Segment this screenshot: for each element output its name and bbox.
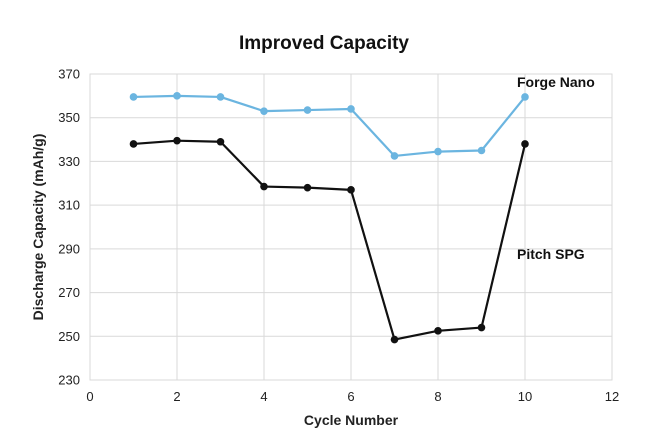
x-tick-label: 10 (518, 389, 532, 404)
y-tick-label: 230 (58, 373, 80, 388)
data-point-forge-nano (260, 107, 268, 115)
data-point-pitch-spg (260, 182, 268, 191)
series-pitch-spg (129, 136, 529, 344)
series-forge-nano (129, 92, 529, 160)
series-label-forge-nano: Forge Nano (517, 74, 595, 90)
chart-title: Improved Capacity (239, 33, 409, 54)
x-tick-label: 6 (347, 389, 354, 404)
data-point-forge-nano (129, 93, 138, 101)
gridlines (89, 73, 613, 381)
y-tick-label: 310 (58, 198, 80, 213)
y-tick-label: 350 (58, 110, 80, 125)
y-tick-label: 370 (58, 67, 80, 82)
x-tick-label: 12 (605, 389, 619, 404)
y-tick-label: 250 (58, 329, 80, 344)
x-tick-label: 0 (86, 389, 93, 404)
y-axis-label: Discharge Capacity (mAh/g) (30, 134, 46, 321)
data-point-pitch-spg (216, 137, 225, 146)
data-point-pitch-spg (521, 140, 529, 148)
y-axis: 230 250 270 290 310 330 350 370 (58, 67, 80, 388)
x-tick-label: 8 (434, 389, 441, 404)
series-label-pitch-spg: Pitch SPG (517, 246, 585, 262)
data-point-forge-nano (216, 93, 225, 101)
data-point-forge-nano (521, 93, 529, 101)
y-tick-label: 290 (58, 241, 80, 256)
x-tick-label: 2 (173, 389, 180, 404)
data-point-forge-nano (477, 146, 486, 155)
plot-area (89, 73, 613, 381)
data-point-forge-nano (347, 105, 355, 113)
data-point-pitch-spg (173, 136, 181, 145)
data-point-forge-nano (434, 147, 442, 156)
x-tick-label: 4 (260, 389, 267, 404)
series-line-forge-nano (133, 94, 526, 158)
data-point-pitch-spg (129, 140, 138, 148)
data-point-pitch-spg (303, 183, 312, 192)
x-axis: 0 2 4 6 8 10 12 (86, 389, 619, 404)
data-point-pitch-spg (477, 323, 486, 332)
data-point-pitch-spg (434, 327, 442, 335)
data-point-forge-nano (390, 152, 399, 160)
series-line-pitch-spg (133, 139, 527, 341)
series (129, 92, 529, 344)
data-point-forge-nano (303, 106, 312, 114)
y-tick-label: 270 (58, 285, 80, 300)
y-tick-label: 330 (58, 154, 80, 169)
data-point-forge-nano (173, 92, 181, 100)
x-axis-label: Cycle Number (304, 412, 399, 428)
data-point-pitch-spg (390, 335, 399, 344)
data-point-pitch-spg (347, 186, 355, 194)
